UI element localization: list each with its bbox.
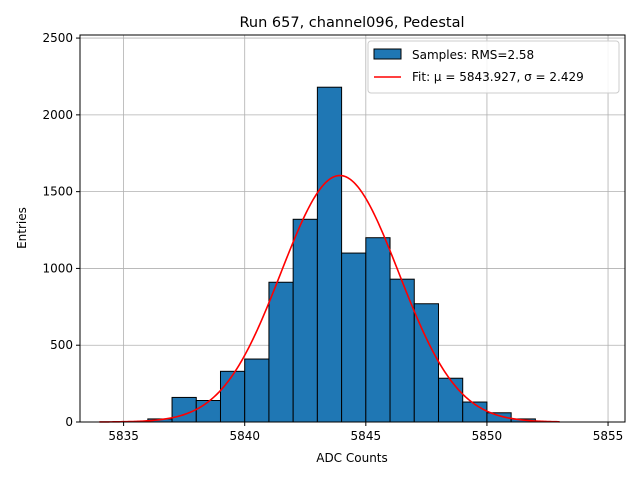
y-tick-label: 0 [65,415,73,429]
legend-box [367,40,620,94]
histogram-bar [292,218,318,423]
histogram-bar [268,281,294,423]
histogram-bar [195,400,221,423]
legend-fit-label: Fit: μ = 5843.927, σ = 2.429 [412,70,584,84]
x-tick-label: 5835 [108,429,139,443]
histogram-bar [244,358,270,423]
histogram-bar [413,303,439,423]
legend-samples-label: Samples: RMS=2.58 [412,48,534,62]
histogram-bar [219,370,246,423]
legend: Samples: RMS=2.58 Fit: μ = 5843.927, σ =… [367,40,620,94]
x-tick-label: 5855 [593,429,624,443]
x-tick-label: 5850 [472,429,503,443]
histogram-bar [437,377,464,423]
x-axis-label: ADC Counts [316,451,388,465]
histogram-bar [365,237,391,423]
chart-title: Run 657, channel096, Pedestal [239,15,464,31]
y-tick-label: 1500 [42,185,73,199]
legend-samples-patch [373,48,402,60]
y-tick-label: 1000 [42,261,73,275]
y-axis-label: Entries [15,207,29,249]
y-tick-label: 500 [50,338,73,352]
histogram-bar [341,252,367,423]
y-tick-label: 2000 [42,108,73,122]
histogram-bar [171,396,197,423]
histogram-bar [316,86,343,423]
fit-curve [99,174,560,423]
x-tick-label: 5845 [351,429,382,443]
plot-frame [79,34,626,423]
x-ticks: 5835 5840 5845 5850 5855 [108,422,623,443]
y-ticks: 0 500 1000 1500 2000 2500 [42,31,80,429]
bars [147,86,536,423]
x-tick-label: 5840 [229,429,260,443]
y-tick-label: 2500 [42,31,73,45]
